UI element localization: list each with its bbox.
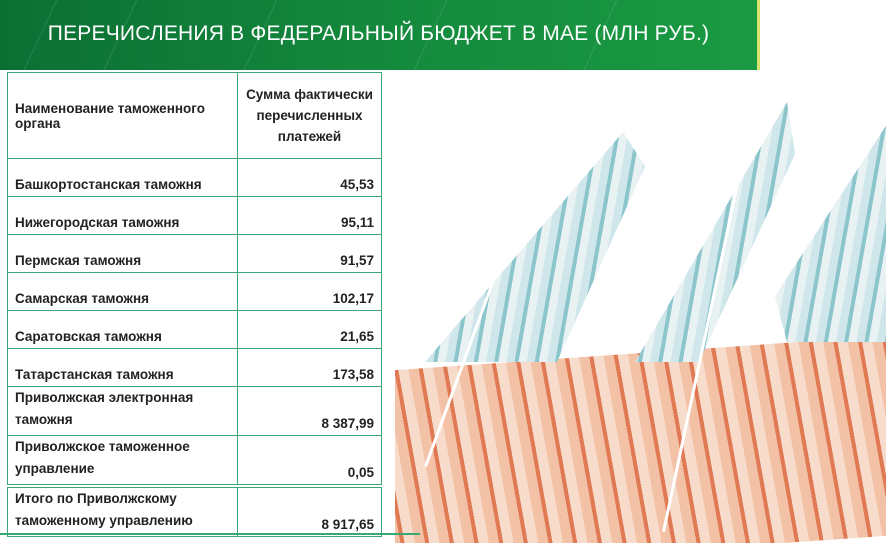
row-value: 0,05 xyxy=(237,435,382,487)
row-value: 102,17 xyxy=(237,272,382,311)
row-name: Приволжская электронная таможня xyxy=(7,386,238,436)
banknotes-photo xyxy=(385,72,886,543)
row-name: Нижегородская таможня xyxy=(7,196,238,235)
table-row: Приволжское таможенное управление 0,05 xyxy=(7,435,382,487)
total-value: 8 917,65 xyxy=(237,484,382,537)
column-header-amount: Сумма фактически перечисленных платежей xyxy=(237,72,382,159)
table-row: Приволжская электронная таможня 8 387,99 xyxy=(7,386,382,436)
table-row: Нижегородская таможня 95,11 xyxy=(7,196,382,235)
table-header-row: Наименование таможенного органа Сумма фа… xyxy=(7,72,382,159)
row-value: 91,57 xyxy=(237,234,382,273)
row-name: Саратовская таможня xyxy=(7,310,238,349)
total-row: Итого по Приволжскому таможенному управл… xyxy=(7,484,382,537)
bottom-divider xyxy=(0,533,420,535)
payments-table: Наименование таможенного органа Сумма фа… xyxy=(7,72,382,537)
row-value: 21,65 xyxy=(237,310,382,349)
row-name: Самарская таможня xyxy=(7,272,238,311)
slide-title: ПЕРЕЧИСЛЕНИЯ В ФЕДЕРАЛЬНЫЙ БЮДЖЕТ В МАЕ … xyxy=(47,22,710,45)
table-row: Саратовская таможня 21,65 xyxy=(7,310,382,349)
row-name: Приволжское таможенное управление xyxy=(7,435,238,487)
table-row: Самарская таможня 102,17 xyxy=(7,272,382,311)
table-row: Башкортостанская таможня 45,53 xyxy=(7,158,382,197)
row-name: Башкортостанская таможня xyxy=(7,158,238,197)
row-name: Татарстанская таможня xyxy=(7,348,238,387)
table-row: Пермская таможня 91,57 xyxy=(7,234,382,273)
total-name: Итого по Приволжскому таможенному управл… xyxy=(7,484,238,537)
row-value: 95,11 xyxy=(237,196,382,235)
column-header-name: Наименование таможенного органа xyxy=(7,72,238,159)
row-name: Пермская таможня xyxy=(7,234,238,273)
row-value: 45,53 xyxy=(237,158,382,197)
row-value: 8 387,99 xyxy=(237,386,382,436)
title-banner: ПЕРЕЧИСЛЕНИЯ В ФЕДЕРАЛЬНЫЙ БЮДЖЕТ В МАЕ … xyxy=(0,0,760,70)
table-row: Татарстанская таможня 173,58 xyxy=(7,348,382,387)
row-value: 173,58 xyxy=(237,348,382,387)
